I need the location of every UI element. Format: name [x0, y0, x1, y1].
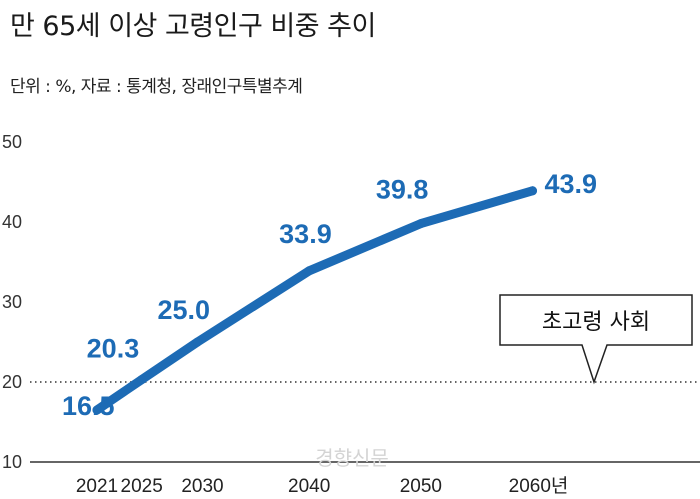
x-axis: 2021 2025 2030 2040 2050 2060년: [76, 475, 569, 497]
data-label: 39.8: [376, 175, 429, 205]
y-tick-label: 30: [2, 292, 22, 312]
x-tick-label: 2025: [121, 476, 163, 497]
series-line: [92, 186, 537, 415]
x-tick-label: 2021: [76, 476, 118, 497]
data-label: 16.5: [62, 391, 115, 421]
data-points: [92, 186, 537, 415]
x-tick-label: 2040: [288, 476, 330, 497]
data-labels: 16.5 20.3 25.0 33.9 39.8 43.9: [62, 169, 597, 421]
data-point: [137, 375, 147, 385]
data-label: 20.3: [87, 334, 140, 364]
data-point: [304, 266, 314, 276]
data-point: [193, 337, 202, 347]
y-tick-label: 40: [2, 212, 22, 232]
x-tick-label: 2050: [400, 476, 442, 497]
y-tick-label: 10: [2, 452, 22, 472]
chart-subtitle: 단위 : %, 자료 : 통계청, 장래인구특별추계: [10, 77, 303, 97]
data-label: 33.9: [279, 219, 332, 249]
callout-label: 초고령 사회: [542, 310, 650, 335]
watermark: 경향신문: [315, 446, 389, 470]
callout: 초고령 사회: [499, 294, 693, 385]
data-point: [528, 186, 537, 196]
x-tick-label: 2060년: [509, 475, 569, 497]
callout-box: [499, 294, 693, 385]
y-axis: 10 20 30 40 50: [2, 132, 22, 472]
data-point: [92, 405, 102, 415]
y-tick-label: 20: [2, 372, 22, 392]
data-label: 43.9: [545, 169, 598, 199]
data-point: [416, 219, 426, 229]
chart-title: 만 65세 이상 고령인구 비중 추이: [10, 11, 376, 42]
x-tick-label: 2030: [181, 476, 223, 497]
y-tick-label: 50: [2, 132, 22, 152]
data-label: 25.0: [158, 295, 211, 325]
